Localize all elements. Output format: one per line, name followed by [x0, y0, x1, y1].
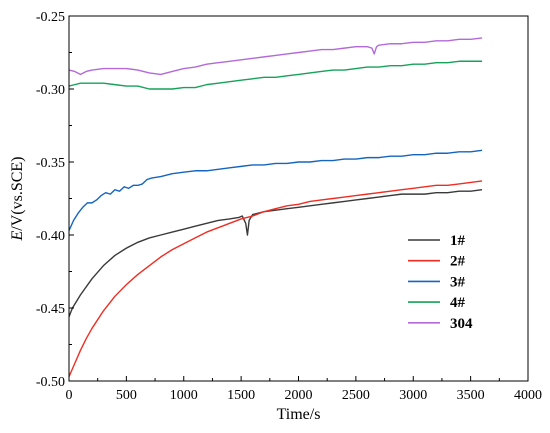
legend-label-3: 3#: [450, 274, 466, 290]
y-tick-label: -0.45: [36, 302, 65, 317]
series-line-1: [68, 189, 483, 318]
legend-label-5: 304: [450, 316, 473, 332]
legend: 1# 2# 3# 4# 304: [408, 233, 473, 332]
y-tick-label: -0.30: [36, 83, 65, 98]
y-axis-title-rest: /V(vs.SCE): [9, 156, 26, 230]
y-axis-title-italic: E: [9, 231, 26, 242]
series-line-2: [68, 180, 483, 377]
x-axis-title: Time/s: [277, 406, 321, 423]
x-tick-label: 3500: [457, 388, 485, 403]
legend-label-2: 2#: [450, 254, 466, 270]
legend-label-4: 4#: [450, 295, 466, 311]
y-tick-label: -0.35: [36, 156, 65, 171]
x-tick-label: 2500: [342, 388, 370, 403]
x-tick-label: 1000: [170, 388, 198, 403]
x-tick-label: 3000: [399, 388, 427, 403]
x-tick-label: 4000: [514, 388, 542, 403]
y-axis-title: E/V(vs.SCE): [9, 156, 26, 241]
y-tick-label: -0.25: [36, 10, 65, 25]
x-tick-label: 500: [116, 388, 137, 403]
plot-area: [68, 37, 483, 377]
legend-label-1: 1#: [450, 233, 466, 249]
x-tick-label: 0: [66, 388, 73, 403]
y-tick-label: -0.50: [36, 375, 65, 390]
series-line-4: [68, 60, 483, 90]
x-tick-label: 1500: [227, 388, 255, 403]
series-line-3: [68, 149, 483, 231]
y-tick-label: -0.40: [36, 229, 65, 244]
series-line-5: [68, 37, 483, 76]
axes: 0 500 1000 1500 2000 2500 3000 3500 4000 -0.50 -0.…: [36, 10, 542, 403]
x-tick-label: 2000: [285, 388, 313, 403]
